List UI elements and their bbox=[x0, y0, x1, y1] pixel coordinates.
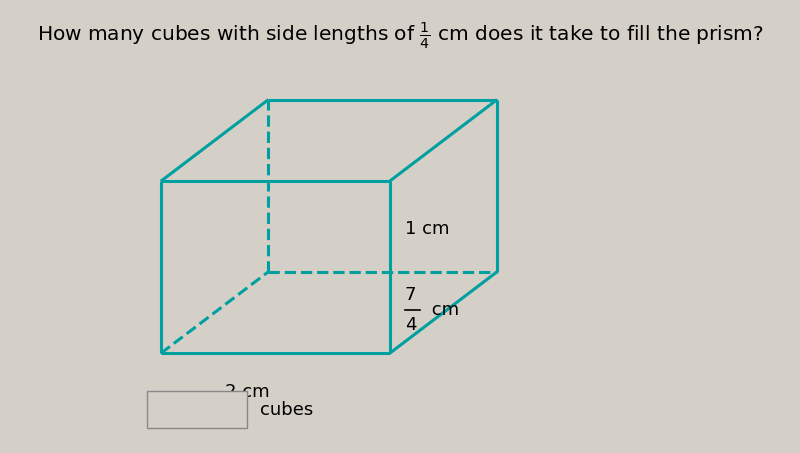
Text: 4: 4 bbox=[405, 316, 416, 333]
Text: 1 cm: 1 cm bbox=[405, 221, 450, 238]
Text: How many cubes with side lengths of $\mathregular{\frac{1}{4}}$ cm does it take : How many cubes with side lengths of $\ma… bbox=[37, 20, 763, 51]
Text: cm: cm bbox=[426, 301, 458, 319]
Bar bbox=[147, 391, 247, 428]
Text: 2 cm: 2 cm bbox=[226, 383, 270, 401]
Text: cubes: cubes bbox=[260, 400, 314, 419]
Text: 7: 7 bbox=[405, 286, 416, 304]
